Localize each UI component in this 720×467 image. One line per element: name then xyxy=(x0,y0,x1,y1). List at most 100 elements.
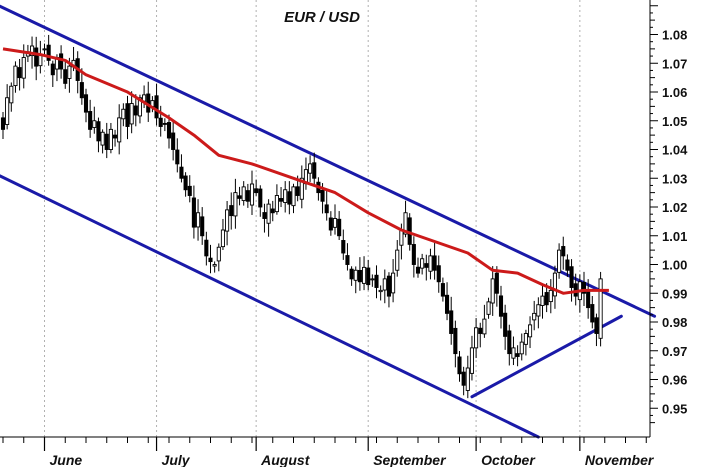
candle-body xyxy=(565,259,570,271)
candle-body xyxy=(249,183,255,206)
candle-body xyxy=(96,121,101,142)
candle-body xyxy=(46,44,51,61)
candle-body xyxy=(532,312,537,321)
candle xyxy=(598,271,603,347)
candle xyxy=(453,320,458,368)
candle-body xyxy=(353,269,358,281)
candle xyxy=(245,183,250,208)
candle-body xyxy=(195,212,201,228)
candle xyxy=(349,266,354,286)
candle-body xyxy=(536,304,541,317)
candle xyxy=(528,316,533,349)
candle-body xyxy=(544,292,549,306)
candle-body xyxy=(121,108,126,120)
candle xyxy=(432,243,437,280)
candle-body xyxy=(523,333,528,345)
candle xyxy=(266,199,271,237)
candle xyxy=(515,345,520,367)
candlesticks xyxy=(0,34,603,399)
candle xyxy=(262,203,267,233)
y-tick-label: 0.95 xyxy=(662,401,687,416)
candle xyxy=(424,254,429,281)
y-tick-label: 0.99 xyxy=(662,286,687,301)
candle-body xyxy=(34,47,39,67)
candle xyxy=(216,243,221,272)
candle xyxy=(316,177,321,201)
candle xyxy=(229,192,234,230)
candle-body xyxy=(378,289,383,293)
candle xyxy=(34,36,39,81)
x-tick-label: November xyxy=(585,452,655,467)
candle-body xyxy=(432,255,437,271)
candle-body xyxy=(200,216,205,237)
candle xyxy=(179,154,184,183)
candle xyxy=(341,229,346,260)
candle-body xyxy=(67,65,72,79)
candle-body xyxy=(216,246,221,262)
candle xyxy=(258,185,263,217)
moving-average xyxy=(2,47,609,295)
candle-body xyxy=(586,289,591,309)
candle-body xyxy=(154,95,159,119)
y-tick-label: 1.02 xyxy=(662,200,687,215)
candle xyxy=(100,129,105,154)
candle-body xyxy=(474,327,479,349)
candle xyxy=(195,199,201,241)
candle xyxy=(162,118,167,132)
candle-body xyxy=(5,97,10,125)
y-tick-label: 1.08 xyxy=(662,28,687,43)
candle xyxy=(353,266,358,294)
candle xyxy=(494,266,499,307)
candle xyxy=(79,68,84,105)
candle-body xyxy=(262,212,267,219)
y-tick-label: 1.04 xyxy=(662,143,688,158)
candle xyxy=(303,157,309,190)
candle xyxy=(440,277,445,302)
candle-body xyxy=(436,265,441,283)
candle-body xyxy=(225,209,230,232)
candle-body xyxy=(208,257,213,263)
candle xyxy=(557,243,562,279)
candle-body xyxy=(42,48,47,51)
candle-body xyxy=(0,117,6,130)
candle xyxy=(270,200,275,222)
candle-body xyxy=(328,217,333,231)
candle xyxy=(445,282,450,321)
candle xyxy=(482,304,487,338)
candle xyxy=(75,51,80,94)
candle xyxy=(457,350,462,382)
candle xyxy=(50,60,55,88)
candle xyxy=(382,269,387,304)
candle-body xyxy=(552,272,557,297)
x-tick-label: July xyxy=(162,452,191,467)
candle xyxy=(175,138,180,173)
candle xyxy=(324,190,329,221)
candle xyxy=(519,333,524,361)
candle xyxy=(395,240,400,277)
candle-body xyxy=(548,289,553,303)
candle xyxy=(154,83,159,126)
candle-body xyxy=(440,283,445,297)
candle-body xyxy=(449,310,454,334)
y-tick-label: 1.07 xyxy=(662,56,687,71)
candle xyxy=(469,335,475,381)
candle xyxy=(391,259,396,303)
candle-body xyxy=(9,85,14,104)
candle xyxy=(5,84,10,130)
candle-body xyxy=(166,122,172,139)
y-tick-label: 1.01 xyxy=(662,229,687,244)
candle-body xyxy=(366,267,371,286)
candle xyxy=(117,104,122,155)
candle xyxy=(328,211,333,236)
candle xyxy=(38,40,43,74)
candle-body xyxy=(382,278,387,291)
candle-body xyxy=(357,269,362,283)
candle-body xyxy=(17,67,22,79)
candle-body xyxy=(125,103,130,127)
candle-body xyxy=(341,240,346,254)
y-tick-label: 0.97 xyxy=(662,344,687,359)
candle xyxy=(96,117,101,153)
candle-body xyxy=(220,229,226,248)
candle xyxy=(279,187,284,208)
candle xyxy=(366,259,371,291)
